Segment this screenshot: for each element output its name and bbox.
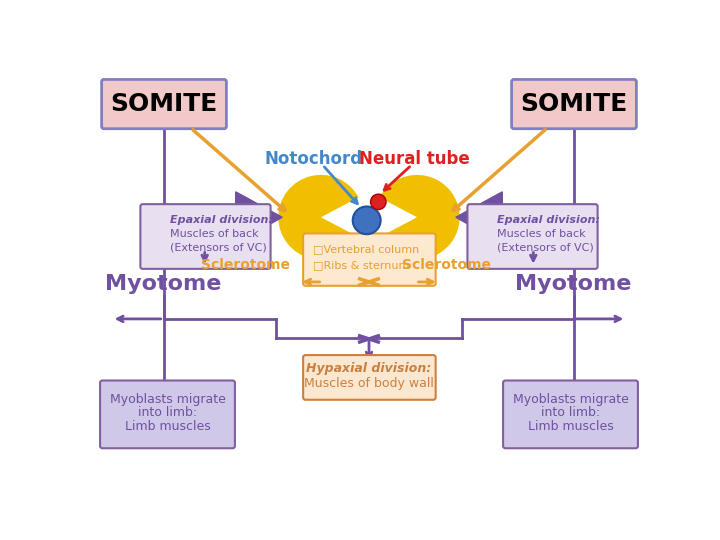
Text: Muscles of back: Muscles of back bbox=[170, 229, 258, 239]
Text: SOMITE: SOMITE bbox=[110, 92, 217, 116]
Wedge shape bbox=[379, 175, 459, 260]
Text: Neural tube: Neural tube bbox=[359, 150, 469, 168]
FancyBboxPatch shape bbox=[503, 381, 638, 448]
Text: Limb muscles: Limb muscles bbox=[528, 420, 613, 433]
Text: Sclerotome: Sclerotome bbox=[200, 258, 289, 272]
Text: Limb muscles: Limb muscles bbox=[125, 420, 210, 433]
Text: Myotome: Myotome bbox=[516, 274, 631, 294]
FancyBboxPatch shape bbox=[102, 79, 226, 129]
Polygon shape bbox=[235, 192, 282, 244]
Text: □Ribs & sternum: □Ribs & sternum bbox=[313, 260, 410, 270]
Polygon shape bbox=[456, 192, 503, 244]
Text: Myoblasts migrate: Myoblasts migrate bbox=[109, 393, 225, 406]
Text: SOMITE: SOMITE bbox=[520, 92, 627, 116]
Text: Hypaxial division:: Hypaxial division: bbox=[307, 362, 431, 375]
Text: (Extensors of VC): (Extensors of VC) bbox=[497, 242, 593, 252]
FancyBboxPatch shape bbox=[467, 204, 598, 269]
Text: into limb:: into limb: bbox=[138, 406, 197, 420]
FancyBboxPatch shape bbox=[140, 204, 271, 269]
Wedge shape bbox=[279, 175, 359, 260]
Text: Sclerotome: Sclerotome bbox=[402, 258, 491, 272]
Text: Muscles of body wall: Muscles of body wall bbox=[304, 377, 434, 390]
Text: into limb:: into limb: bbox=[541, 406, 600, 420]
Text: (Extensors of VC): (Extensors of VC) bbox=[170, 242, 266, 252]
Text: □Vertebral column: □Vertebral column bbox=[313, 245, 420, 254]
Text: Notochord: Notochord bbox=[264, 150, 362, 168]
FancyBboxPatch shape bbox=[303, 355, 436, 400]
FancyBboxPatch shape bbox=[512, 79, 636, 129]
Circle shape bbox=[353, 206, 381, 234]
FancyBboxPatch shape bbox=[100, 381, 235, 448]
Circle shape bbox=[371, 194, 386, 210]
Text: Myoblasts migrate: Myoblasts migrate bbox=[513, 393, 629, 406]
Text: Muscles of back: Muscles of back bbox=[497, 229, 585, 239]
Text: Epaxial division:: Epaxial division: bbox=[497, 215, 600, 225]
FancyBboxPatch shape bbox=[303, 233, 436, 286]
Text: Epaxial division:: Epaxial division: bbox=[170, 215, 273, 225]
Text: Myotome: Myotome bbox=[105, 274, 222, 294]
